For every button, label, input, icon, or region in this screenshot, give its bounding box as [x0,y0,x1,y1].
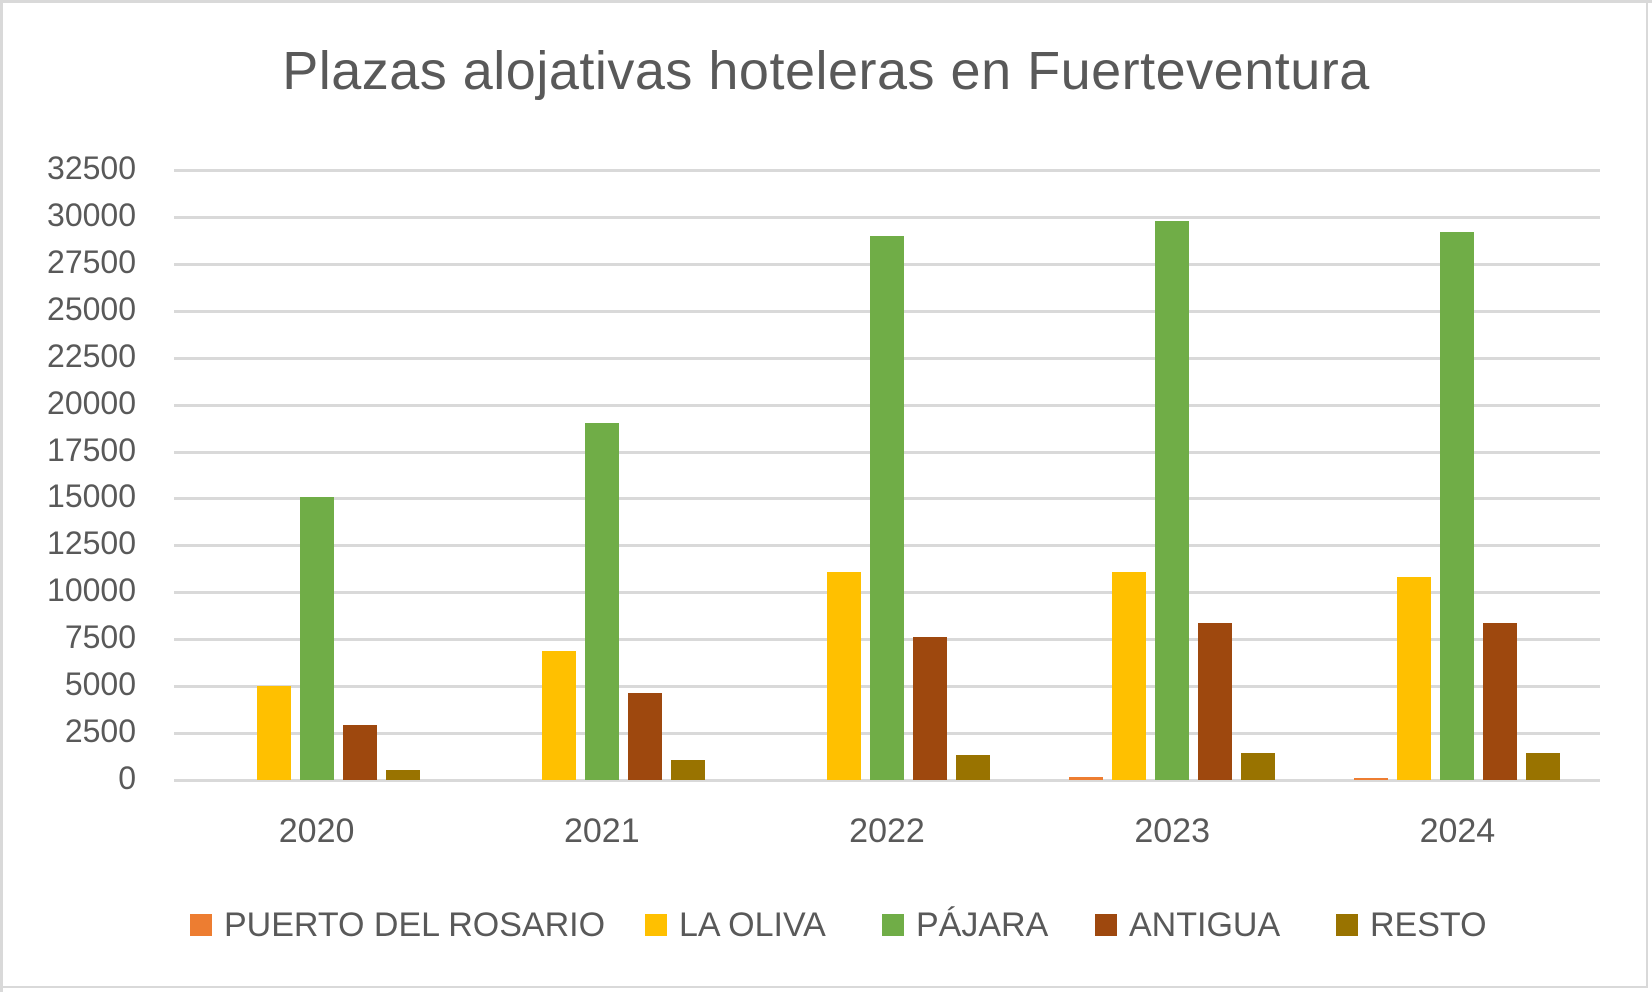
legend-swatch-icon [1336,914,1358,936]
y-tick-label: 22500 [47,337,136,374]
chart-title: Plazas alojativas hoteleras en Fuerteven… [282,41,1370,101]
bar [1354,778,1389,780]
bar [541,651,576,780]
legend-label: LA OLIVA [679,905,826,944]
y-tick-label: 27500 [47,243,136,280]
gridline [174,779,1600,782]
x-tick-label: 2021 [563,812,640,850]
bar [827,571,861,780]
bar [956,754,990,780]
bar [299,496,334,780]
y-tick-label: 17500 [47,431,136,468]
bar [1241,752,1276,780]
y-tick-label: 12500 [47,525,136,562]
plot-area [174,169,1600,782]
bar [256,686,291,780]
legend-item: PUERTO DEL ROSARIO [190,900,605,950]
x-tick-label: 2023 [1134,812,1210,850]
x-tick-label: 2020 [278,812,355,850]
legend-item: PÁJARA [882,900,1048,950]
y-tick-label: 25000 [47,290,136,327]
y-tick-label: 5000 [64,666,136,703]
chart-border-left [0,0,3,992]
bar [913,637,947,780]
legend-label: ANTIGUA [1129,905,1281,944]
legend-label: PUERTO DEL ROSARIO [224,905,606,944]
y-tick-label: 30000 [47,196,136,233]
chart-border-top [0,0,1652,3]
legend-label: PÁJARA [916,905,1049,944]
bar [1112,571,1147,780]
y-tick-label: 0 [118,760,136,796]
y-tick-label: 15000 [47,478,136,515]
y-tick-label: 7500 [64,619,136,656]
legend-swatch-icon [1095,914,1117,936]
bar [627,692,662,780]
legend-item: ANTIGUA [1095,900,1280,950]
bar [342,724,377,780]
y-tick-label: 2500 [64,713,136,750]
gridline [174,169,1600,172]
x-tick-label: 2024 [1419,812,1496,850]
bar [1155,220,1190,780]
legend: PUERTO DEL ROSARIO LA OLIVA PÁJARA ANTIGUA R… [0,900,1652,950]
legend-swatch-icon [882,914,904,936]
y-tick-label: 10000 [47,572,136,609]
bar [1440,231,1475,780]
bar [1526,752,1561,780]
y-tick-label: 20000 [47,384,136,421]
legend-swatch-icon [645,914,667,936]
legend-item: RESTO [1336,900,1487,950]
bar [870,235,904,780]
bar [670,760,705,780]
legend-label: RESTO [1370,905,1487,944]
gridline [174,215,1600,219]
bar [1198,623,1233,780]
bar [1069,777,1104,780]
legend-item: LA OLIVA [645,900,826,950]
y-tick-label: 32500 [47,150,136,186]
legend-swatch-icon [190,914,212,936]
bar [584,423,619,780]
bar [1397,577,1432,780]
bar [385,769,420,780]
bar [1483,623,1518,780]
x-tick-label: 2022 [849,812,925,850]
